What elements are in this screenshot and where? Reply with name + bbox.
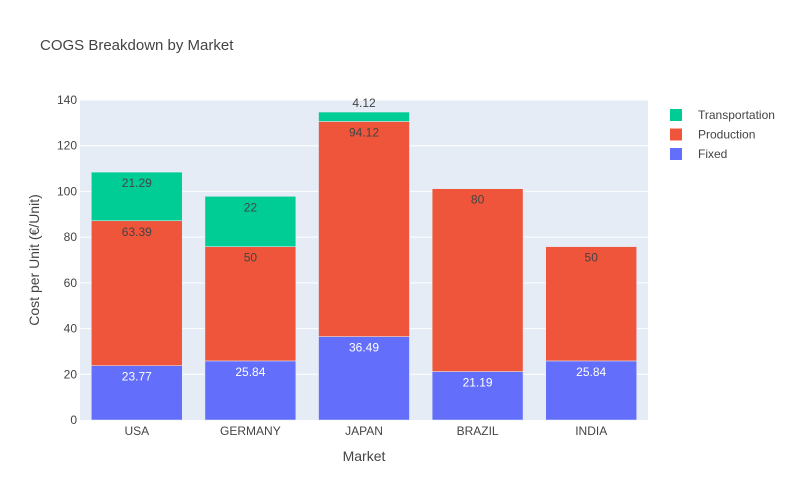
bar-value-label: 25.84 bbox=[235, 365, 265, 379]
bar-value-label: 25.84 bbox=[576, 365, 606, 379]
x-axis-title: Market bbox=[343, 448, 386, 464]
bar-fixed-brazil bbox=[431, 371, 524, 421]
bar-value-label: 50 bbox=[585, 251, 599, 265]
legend: Transportation Production Fixed bbox=[670, 108, 775, 161]
y-tick-label: 20 bbox=[64, 367, 78, 381]
bar-transportation-usa bbox=[91, 171, 183, 222]
bar-value-label: 4.12 bbox=[352, 96, 376, 110]
x-tick-label: USA bbox=[124, 424, 149, 438]
legend-swatch-production bbox=[670, 128, 682, 141]
bar-value-label: 36.49 bbox=[349, 341, 379, 355]
legend-swatch-fixed bbox=[670, 148, 682, 160]
bar-value-label: 94.12 bbox=[349, 125, 379, 139]
y-axis-title: Cost per Unit (€/Unit) bbox=[26, 194, 42, 325]
bar-transportation-japan bbox=[318, 111, 410, 122]
bar-transportation-germany bbox=[204, 196, 297, 247]
bar-stacks bbox=[91, 111, 637, 421]
y-tick-label: 0 bbox=[70, 413, 77, 427]
bar-value-labels: 23.77 63.39 21.29 25.84 50 22 36.49 94.12 4.12 21… bbox=[122, 96, 607, 390]
bar-production-japan bbox=[318, 121, 410, 337]
bar-value-label: 50 bbox=[244, 251, 258, 265]
y-tick-label: 140 bbox=[57, 93, 77, 107]
legend-label-transportation: Transportation bbox=[698, 108, 775, 122]
bar-production-germany bbox=[204, 246, 297, 362]
bar-value-label: 21.29 bbox=[122, 176, 152, 190]
x-tick-label: GERMANY bbox=[220, 424, 281, 438]
x-tick-label: JAPAN bbox=[345, 424, 383, 438]
y-tick-label: 60 bbox=[64, 276, 78, 290]
y-tick-label: 40 bbox=[64, 322, 78, 336]
legend-swatch-transportation bbox=[670, 109, 682, 121]
y-axis-ticks: 0 20 40 60 80 100 120 140 bbox=[57, 93, 77, 427]
bar-fixed-germany bbox=[204, 360, 297, 421]
bar-value-label: 63.39 bbox=[122, 225, 152, 239]
y-tick-label: 100 bbox=[57, 184, 77, 198]
bar-production-india bbox=[545, 246, 637, 362]
bar-production-brazil bbox=[431, 188, 524, 372]
bar-fixed-japan bbox=[318, 336, 410, 421]
legend-label-production: Production bbox=[698, 128, 755, 142]
bar-value-label: 22 bbox=[244, 200, 258, 214]
chart-title: COGS Breakdown by Market bbox=[40, 37, 234, 54]
bar-fixed-india bbox=[545, 360, 637, 421]
x-tick-label: BRAZIL bbox=[457, 424, 499, 438]
bar-value-label: 80 bbox=[471, 193, 485, 207]
bar-value-label: 23.77 bbox=[122, 370, 152, 384]
x-tick-label: INDIA bbox=[575, 424, 607, 438]
bar-value-label: 21.19 bbox=[463, 376, 493, 390]
y-tick-label: 80 bbox=[64, 230, 78, 244]
bar-production-usa bbox=[91, 220, 183, 366]
y-tick-label: 120 bbox=[57, 139, 77, 153]
legend-label-fixed: Fixed bbox=[698, 147, 727, 161]
x-axis-ticks: USA GERMANY JAPAN BRAZIL INDIA bbox=[124, 424, 607, 438]
